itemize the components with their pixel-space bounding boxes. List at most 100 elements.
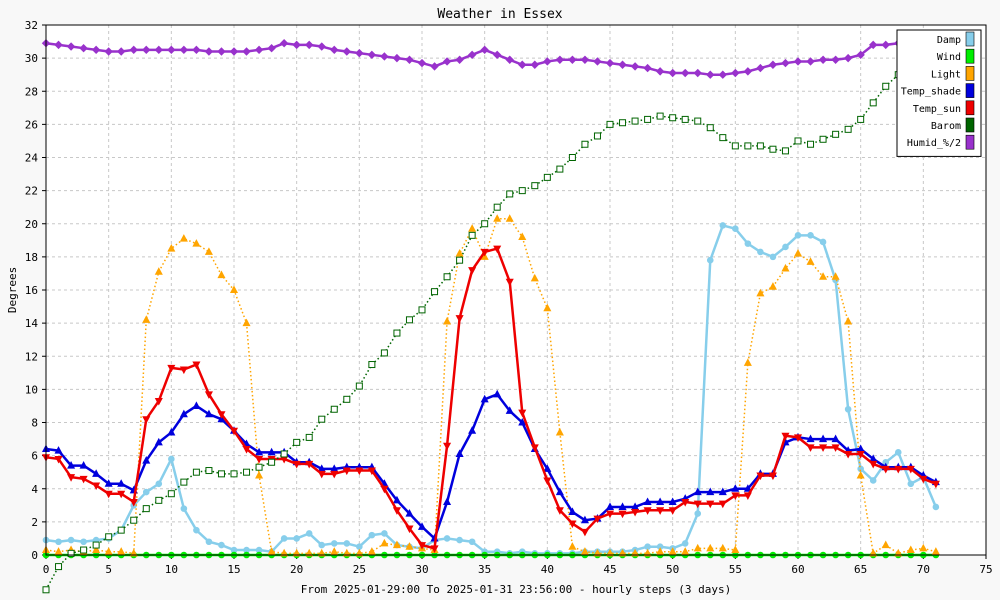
data-point-barom [557,166,563,172]
data-point-damp [344,541,350,547]
legend-swatch [966,101,974,115]
data-point-barom [218,471,224,477]
x-tick-label: 20 [290,563,303,576]
data-point-barom [732,143,738,149]
data-point-barom [532,183,538,189]
data-point-damp [695,511,701,517]
data-point-barom [168,491,174,497]
data-point-damp [795,233,801,239]
data-point-damp [933,504,939,510]
data-point-barom [369,362,375,368]
data-point-damp [194,527,200,533]
x-tick-label: 5 [105,563,112,576]
data-point-barom [645,116,651,122]
data-point-barom [231,471,237,477]
data-point-barom [269,459,275,465]
legend-label: Barom [931,121,961,132]
data-point-barom [757,143,763,149]
data-point-barom [81,547,87,553]
data-point-damp [720,223,726,229]
data-point-damp [733,226,739,232]
legend-swatch [966,118,974,132]
data-point-barom [707,125,713,131]
x-tick-label: 0 [43,563,50,576]
data-point-barom [682,116,688,122]
x-tick-label: 45 [603,563,616,576]
data-point-barom [745,143,751,149]
data-point-damp [444,536,450,542]
x-tick-label: 75 [979,563,992,576]
data-point-barom [833,131,839,137]
data-point-barom [695,118,701,124]
x-axis-label: From 2025-01-29:00 To 2025-01-31 23:56:0… [301,583,731,596]
data-point-damp [469,539,475,545]
data-point-barom [594,133,600,139]
data-point-damp [845,406,851,412]
data-point-damp [745,241,751,247]
data-point-damp [181,506,187,512]
data-point-barom [106,534,112,540]
data-point-damp [808,233,814,239]
x-tick-label: 15 [227,563,240,576]
data-point-barom [93,542,99,548]
data-point-damp [908,481,914,487]
data-point-barom [356,383,362,389]
y-tick-label: 10 [25,383,38,396]
y-tick-label: 22 [25,185,38,198]
y-tick-label: 26 [25,118,38,131]
data-point-barom [181,479,187,485]
x-tick-label: 70 [917,563,930,576]
legend-swatch [966,49,974,63]
x-tick-label: 40 [541,563,554,576]
data-point-barom [770,146,776,152]
data-point-damp [169,456,175,462]
data-point-damp [68,537,74,543]
y-tick-label: 32 [25,19,38,32]
data-point-barom [845,126,851,132]
data-point-damp [770,254,776,260]
data-point-damp [331,541,337,547]
data-point-barom [444,274,450,280]
data-point-barom [118,527,124,533]
data-point-barom [670,115,676,121]
data-point-barom [43,587,49,593]
x-tick-label: 30 [415,563,428,576]
data-point-barom [795,138,801,144]
legend: Damp Wind Light Temp_shade Temp_sun Barom Humi… [897,30,981,156]
x-tick-label: 60 [791,563,804,576]
x-tick-label: 55 [729,563,742,576]
data-point-damp [294,536,300,542]
y-tick-label: 20 [25,218,38,231]
y-tick-label: 6 [31,450,38,463]
y-tick-label: 30 [25,52,38,65]
y-tick-label: 14 [25,317,39,330]
data-point-damp [369,532,375,538]
legend-swatch [966,32,974,46]
y-tick-label: 12 [25,350,38,363]
data-point-barom [394,330,400,336]
data-point-barom [720,135,726,141]
data-point-barom [469,232,475,238]
data-point-barom [432,289,438,295]
data-point-barom [206,468,212,474]
data-point-damp [81,539,87,545]
data-point-barom [294,439,300,445]
legend-label: Light [931,69,961,80]
data-point-barom [507,191,513,197]
data-point-damp [357,544,363,550]
legend-swatch [966,84,974,98]
data-point-damp [645,544,651,550]
legend-label: Temp_sun [913,104,961,115]
data-point-barom [344,396,350,402]
y-axis-label: Degrees [6,267,19,313]
data-point-damp [306,531,312,537]
data-point-barom [620,120,626,126]
data-point-damp [156,481,162,487]
data-point-barom [319,416,325,422]
data-point-damp [56,539,62,545]
data-point-barom [607,121,613,127]
data-point-barom [544,174,550,180]
y-tick-label: 4 [31,483,38,496]
data-point-damp [281,536,287,542]
x-tick-label: 65 [854,563,867,576]
